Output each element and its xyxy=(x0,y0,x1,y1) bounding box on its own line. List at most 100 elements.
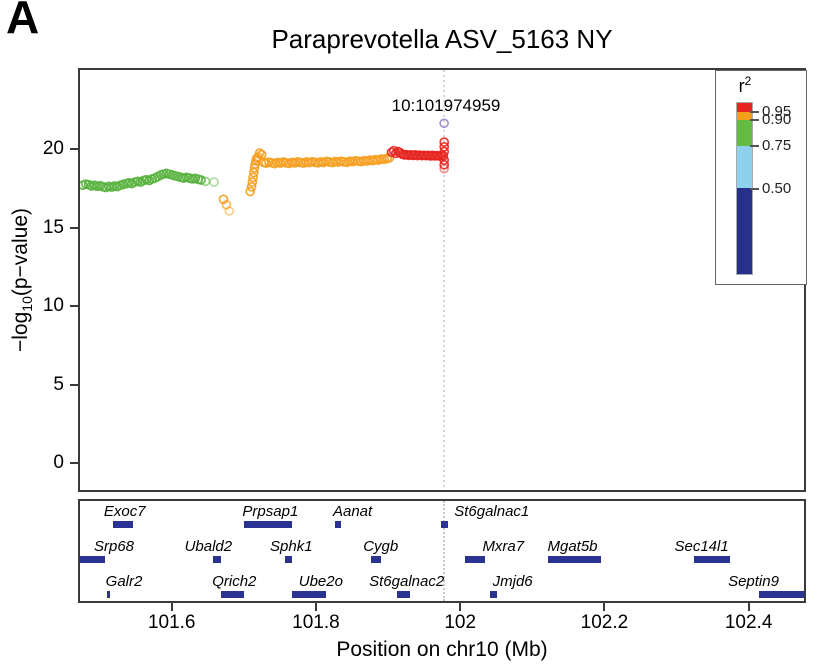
legend-swatch-r2-0.95-1.00 xyxy=(737,103,752,112)
legend-swatch-r2-0.90-0.95 xyxy=(737,111,752,121)
legend-tick-mark xyxy=(750,187,759,190)
x-tick-label: 102.4 xyxy=(724,612,773,633)
gene-label-aanat: Aanat xyxy=(332,503,373,520)
gene-bar-exoc7 xyxy=(113,521,133,528)
y-axis-label-prefix: −log xyxy=(9,311,32,353)
gene-bar-srp68 xyxy=(80,556,106,563)
snp-point xyxy=(384,152,395,163)
snp-point xyxy=(388,145,399,156)
lead-snp-label: 10:101974959 xyxy=(391,96,501,115)
y-tick-mark xyxy=(70,461,78,464)
snp-point xyxy=(200,176,211,187)
lead-snp-point xyxy=(439,118,449,129)
snp-point xyxy=(438,151,449,161)
snp-point xyxy=(439,159,450,170)
x-tick-mark xyxy=(314,603,317,611)
gene-bar-ube2o xyxy=(292,591,326,598)
gene-label-prpsap1: Prpsap1 xyxy=(242,503,299,520)
gene-bar-ubald2 xyxy=(212,556,222,563)
x-tick-mark xyxy=(747,603,750,611)
x-tick-label: 101.8 xyxy=(292,612,340,633)
gene-label-jmjd6: Jmjd6 xyxy=(492,573,533,590)
legend-tick-label: 0.90 xyxy=(762,111,792,129)
gene-bar-mgat5b xyxy=(548,556,601,563)
gene-label-galr2: Galr2 xyxy=(105,573,143,590)
y-tick-label: 15 xyxy=(42,216,64,238)
legend-title-sup: 2 xyxy=(744,74,752,88)
y-tick-label: 0 xyxy=(53,451,64,473)
legend-tick-mark xyxy=(750,144,759,147)
gene-bar-cygb xyxy=(371,556,382,563)
legend-swatch-r2-0.75-0.90 xyxy=(737,120,752,146)
gene-bar-septin9 xyxy=(758,591,804,598)
legend-tick-label: 0.50 xyxy=(762,179,792,197)
snp-point xyxy=(196,175,206,185)
gene-label-septin9: Septin9 xyxy=(728,573,779,590)
x-tick-label: 102 xyxy=(444,612,477,633)
gene-bar-galr2 xyxy=(107,591,111,598)
gene-bar-qrich2 xyxy=(221,591,245,598)
snp-point xyxy=(209,177,219,187)
snp-point xyxy=(439,141,450,152)
gene-label-ube2o: Ube2o xyxy=(298,573,343,590)
y-tick-label: 5 xyxy=(53,373,64,395)
legend-title: r2 xyxy=(716,74,774,97)
gene-bar-st6galnac2 xyxy=(396,591,411,598)
scatter-plot xyxy=(80,70,450,490)
gene-bar-st6galnac1 xyxy=(440,521,449,528)
legend-tick-mark xyxy=(750,110,759,113)
legend-tick-label: 0.75 xyxy=(762,136,792,154)
y-tick-mark xyxy=(70,148,78,151)
x-axis-label: Position on chr10 (Mb) xyxy=(336,638,548,661)
snp-point xyxy=(247,177,258,187)
gene-label-qrich2: Qrich2 xyxy=(212,573,257,590)
gene-label-srp68: Srp68 xyxy=(93,538,135,555)
gene-bar-prpsap1 xyxy=(244,521,292,528)
panel-label: A xyxy=(6,0,40,43)
gene-bar-mxra7 xyxy=(465,556,486,563)
snp-point xyxy=(390,148,401,159)
y-tick-mark xyxy=(70,226,78,229)
x-tick-mark xyxy=(170,603,173,611)
gene-label-cygb: Cygb xyxy=(363,538,399,555)
gene-label-ubald2: Ubald2 xyxy=(184,538,233,555)
snp-point xyxy=(224,206,235,216)
x-tick-label: 101.6 xyxy=(147,612,196,633)
x-tick-mark xyxy=(459,603,462,611)
gene-label-st6galnac1: St6galnac1 xyxy=(454,503,530,520)
snp-point xyxy=(439,163,450,174)
gene-bar-sphk1 xyxy=(284,556,292,563)
gene-track-panel: Exoc7 Prpsap1 Aanat St6galnac1 Srp68 Ubald2 Sp… xyxy=(78,499,806,603)
gene-bar-aanat xyxy=(334,521,342,528)
legend-tick-mark xyxy=(750,119,759,122)
y-tick-mark xyxy=(70,383,78,386)
x-tick-label: 102.2 xyxy=(580,612,629,633)
y-tick-label: 10 xyxy=(42,295,64,317)
association-plot-panel: 10:101974959 xyxy=(78,68,806,492)
legend-colorbar xyxy=(736,102,753,275)
gene-label-mxra7: Mxra7 xyxy=(482,538,525,555)
snp-point xyxy=(245,186,256,197)
gene-label-mgat5b: Mgat5b xyxy=(547,538,598,555)
gene-bar-sec14l1 xyxy=(693,556,730,563)
x-tick-mark xyxy=(603,603,606,611)
legend-swatch-r2-0.00-0.50 xyxy=(737,188,752,274)
gene-label-exoc7: Exoc7 xyxy=(103,503,146,520)
snp-point xyxy=(246,181,257,192)
legend-tick-label: 0.95 xyxy=(762,102,792,120)
gene-label-sec14l1: Sec14l1 xyxy=(674,538,729,555)
snp-point xyxy=(248,172,258,183)
gene-label-st6galnac2: St6galnac2 xyxy=(369,573,445,590)
lead-snp-dashed-line-gene-panel xyxy=(443,501,446,601)
snp-point xyxy=(439,137,450,147)
plot-title: Paraprevotella ASV_5163 NY xyxy=(271,24,613,54)
gene-bar-jmjd6 xyxy=(490,591,497,598)
snp-point xyxy=(254,148,265,158)
legend-swatch-r2-0.50-0.75 xyxy=(737,145,752,189)
legend-title-r: r xyxy=(738,76,745,96)
gene-label-sphk1: Sphk1 xyxy=(270,538,313,555)
y-tick-label: 20 xyxy=(42,138,64,160)
r2-legend: r2 0.95 0.90 0.75 0.50 xyxy=(715,70,807,285)
snp-point xyxy=(218,194,229,205)
